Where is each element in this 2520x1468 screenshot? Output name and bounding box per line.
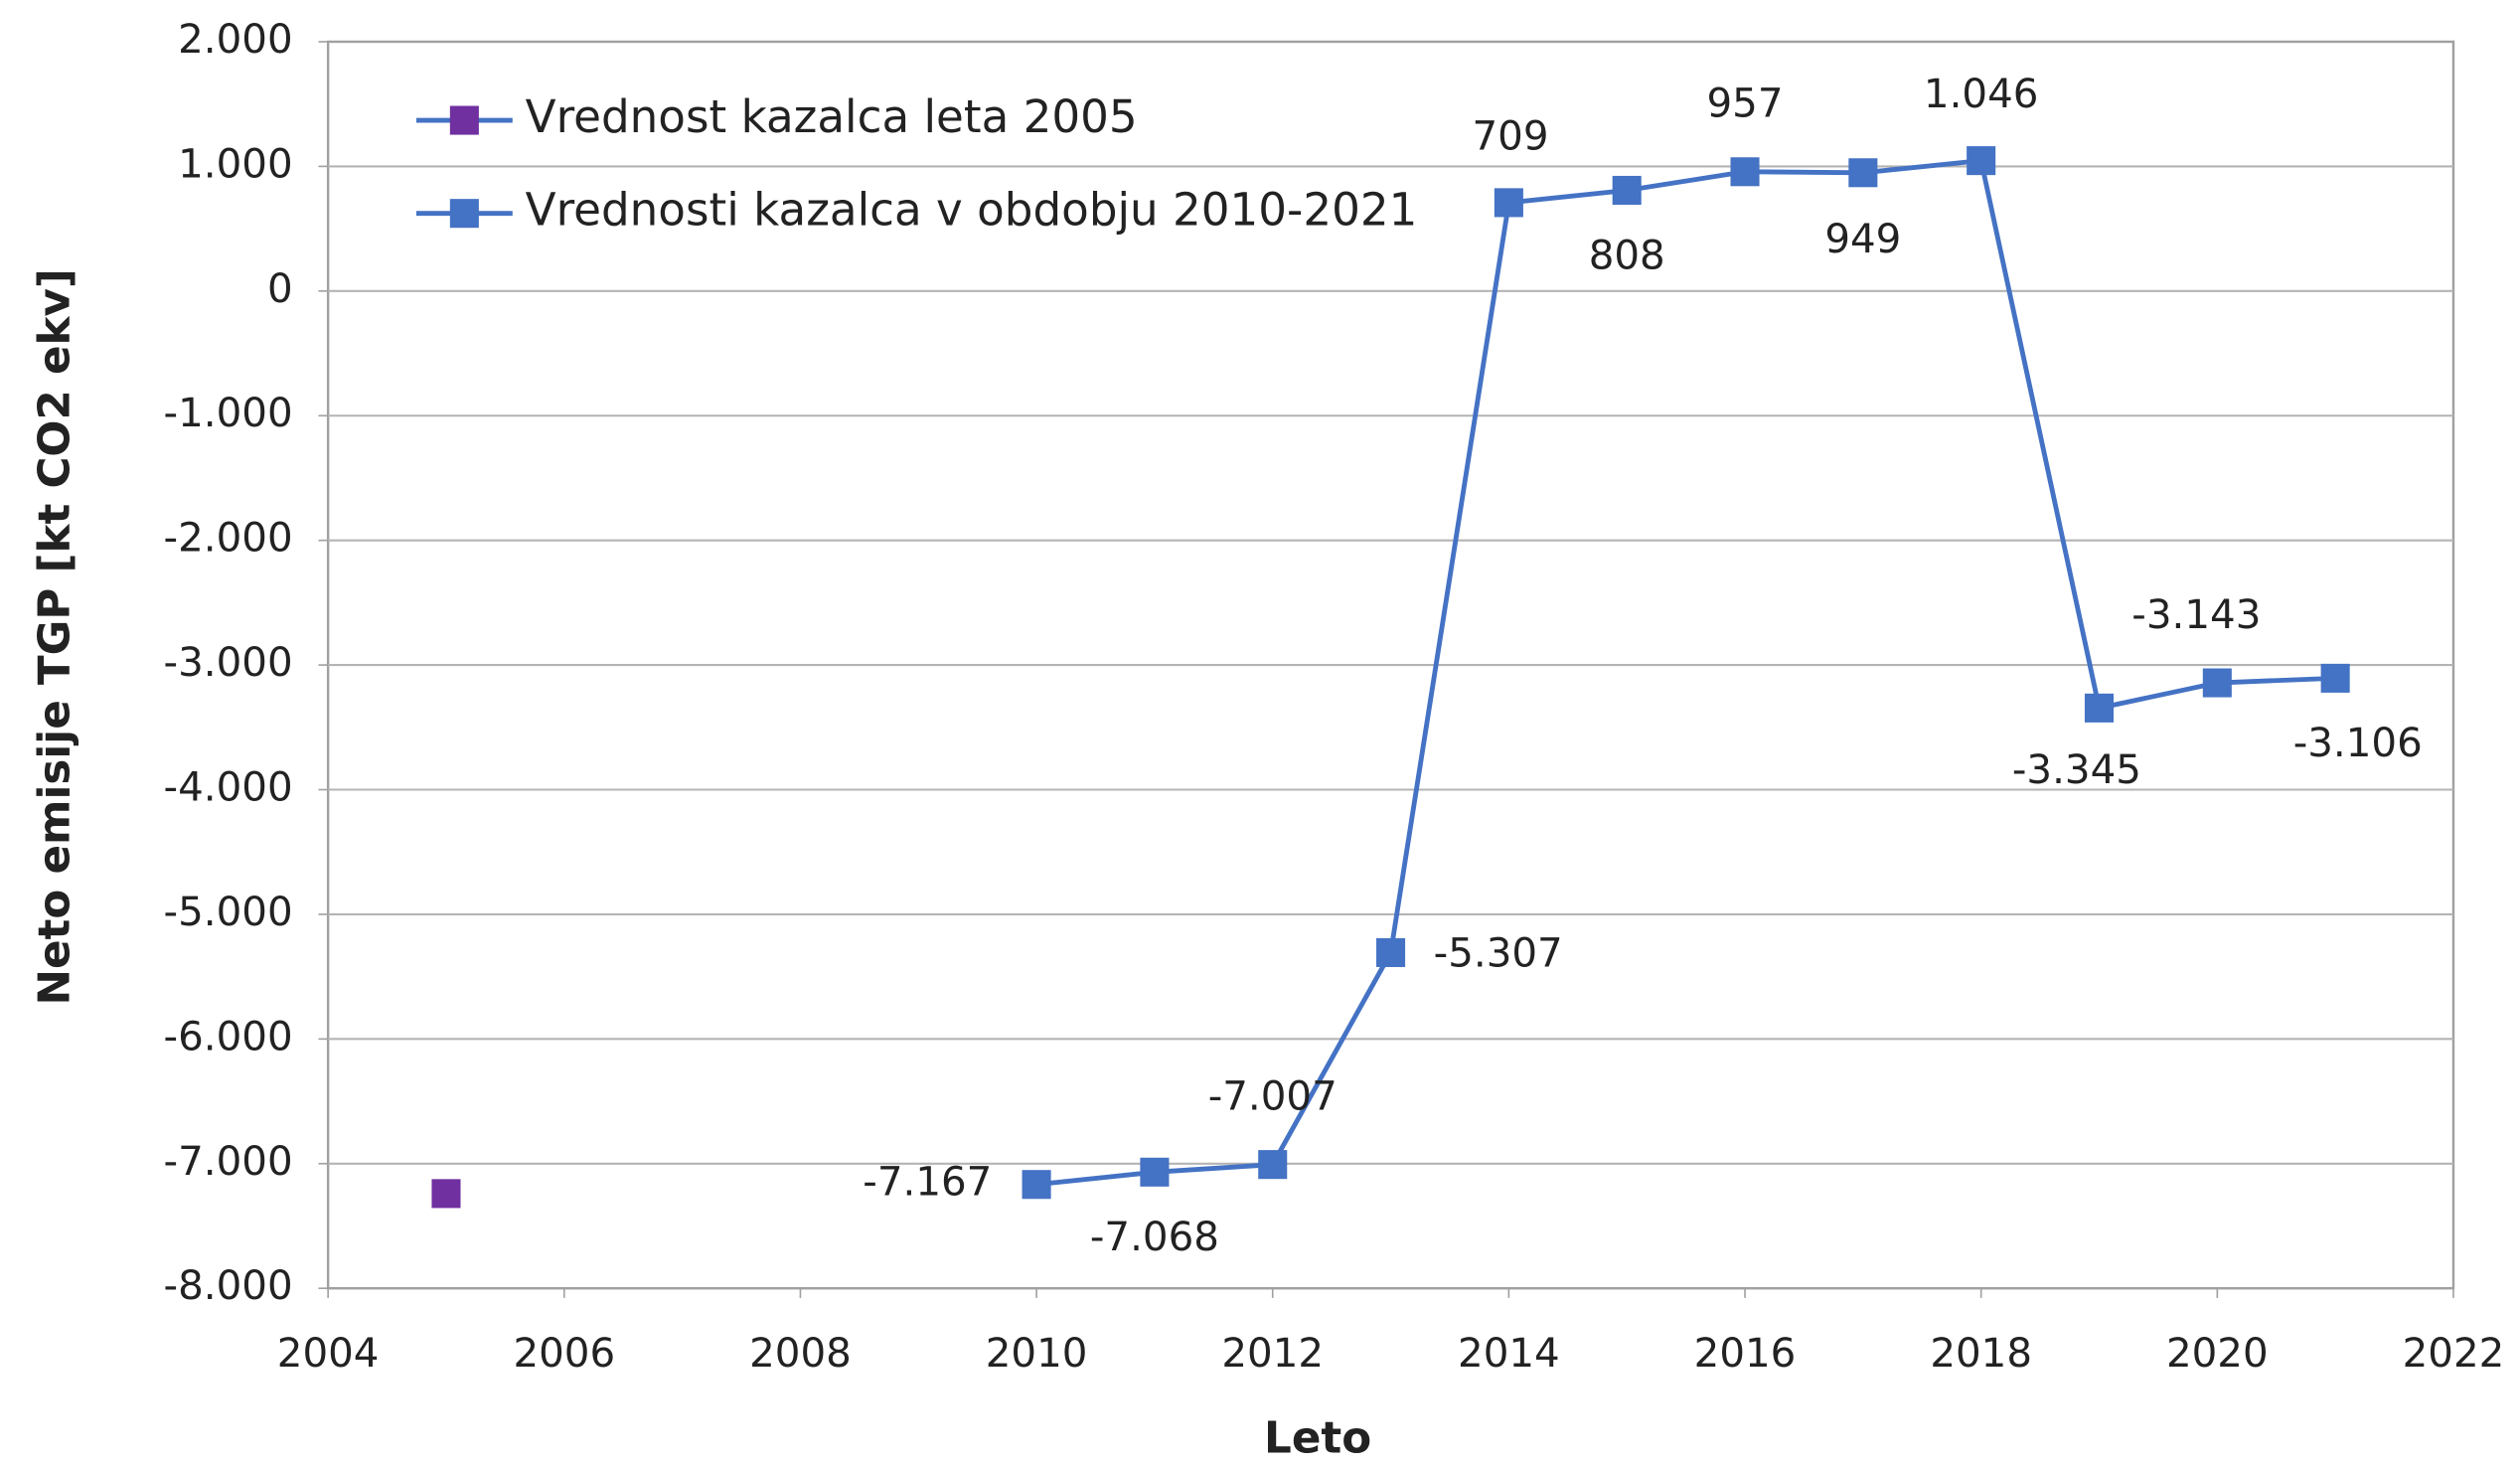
y-tick-label: -6.000	[164, 1013, 293, 1060]
marker	[1967, 146, 1996, 176]
data-label: -7.007	[1208, 1072, 1338, 1119]
y-tick-label: 0	[267, 265, 293, 312]
data-label: -3.345	[2012, 746, 2141, 793]
x-tick-label: 2022	[2403, 1330, 2505, 1377]
x-tick-label: 2016	[1694, 1330, 1797, 1377]
y-tick-label: -1.000	[164, 390, 293, 436]
marker	[1022, 1170, 1051, 1200]
marker	[1258, 1150, 1288, 1180]
data-label: 709	[1472, 112, 1548, 159]
marker	[1848, 158, 1878, 188]
y-tick-label: -7.000	[164, 1138, 293, 1185]
data-label: -7.167	[863, 1159, 992, 1206]
data-label: -7.068	[1090, 1214, 1219, 1260]
marker	[1730, 157, 1760, 187]
data-label: -5.307	[1434, 930, 1563, 977]
y-tick-label: -5.000	[164, 889, 293, 935]
data-label: 1.046	[1924, 71, 2039, 117]
data-label: -3.106	[2293, 720, 2423, 766]
marker	[1140, 1157, 1170, 1187]
y-axis-label: Neto emisije TGP [kt CO2 ekv]	[30, 268, 79, 1005]
data-label: 949	[1824, 216, 1901, 262]
legend-label: Vrednost kazalca leta 2005	[526, 90, 1138, 143]
y-tick-label: -3.000	[164, 639, 293, 686]
x-tick-label: 2004	[277, 1330, 380, 1377]
legend-marker	[449, 105, 479, 135]
data-label: 957	[1707, 81, 1784, 127]
series-line	[1035, 157, 2336, 1188]
marker	[1494, 188, 1523, 218]
x-axis-label: Leto	[1264, 1414, 1371, 1464]
y-tick-label: -8.000	[164, 1262, 293, 1309]
x-tick-label: 2012	[1221, 1330, 1324, 1377]
y-tick-label: -4.000	[164, 764, 293, 811]
marker	[1376, 937, 1406, 967]
legend-marker	[449, 199, 479, 229]
x-tick-label: 2014	[1458, 1330, 1560, 1377]
x-tick-label: 2006	[513, 1330, 615, 1377]
x-tick-label: 2010	[986, 1330, 1088, 1377]
marker	[2202, 668, 2232, 698]
marker	[431, 1179, 461, 1209]
x-tick-label: 2018	[1930, 1330, 2032, 1377]
x-tick-label: 2008	[749, 1330, 852, 1377]
data-label: 808	[1589, 232, 1665, 278]
x-tick-label: 2020	[2166, 1330, 2269, 1377]
data-label: -3.143	[2131, 591, 2261, 638]
legend-label: Vrednosti kazalca v obdobju 2010-2021	[526, 184, 1418, 237]
y-tick-label: 1.000	[178, 140, 292, 187]
marker	[2084, 693, 2115, 723]
y-tick-label: -2.000	[164, 515, 293, 562]
marker	[2320, 663, 2350, 693]
y-tick-label: 2.000	[178, 16, 292, 63]
marker	[1612, 175, 1642, 206]
